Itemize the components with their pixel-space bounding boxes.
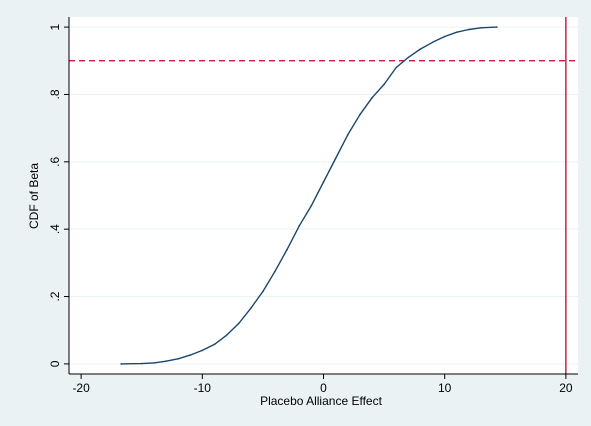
cdf-point	[371, 97, 373, 99]
cdf-point	[480, 26, 482, 29]
cdf-point	[177, 358, 179, 360]
cdf-point	[456, 31, 458, 33]
y-axis-title: CDF of Beta	[27, 163, 41, 229]
cdf-point	[165, 360, 167, 363]
reference-lines	[69, 17, 578, 374]
cdf-point	[153, 362, 155, 364]
cdf-point	[274, 270, 276, 273]
y-tick-label: 1	[48, 23, 62, 30]
x-tick-label: -20	[72, 381, 90, 395]
cdf-point	[310, 204, 313, 207]
cdf-point	[201, 349, 204, 352]
cdf-point	[468, 28, 470, 31]
plot-region	[69, 17, 578, 374]
cdf-point	[443, 35, 446, 38]
y-tick-label: .2	[48, 291, 62, 301]
cdf-point	[140, 362, 143, 365]
y-tick-label: .6	[48, 156, 62, 166]
cdf-point	[262, 290, 264, 293]
cdf-point	[359, 113, 361, 116]
cdf-point	[346, 134, 349, 136]
x-tick-label: -10	[194, 381, 212, 395]
ticks: 0 .2 .4 .6 .8 1 -20 -10 0 10 20	[48, 23, 573, 395]
cdf-point	[496, 26, 498, 28]
cdf-point	[383, 83, 385, 86]
cdf-point	[249, 307, 252, 310]
cdf-point	[334, 157, 337, 160]
cdf-point	[419, 48, 422, 50]
cdf-point	[225, 334, 228, 337]
y-tick-label: .4	[48, 224, 62, 234]
cdf-point	[189, 354, 191, 356]
y-tick-label: .8	[48, 89, 62, 99]
cdf-point	[322, 181, 325, 183]
cdf-point	[237, 322, 240, 325]
x-tick-label: 10	[438, 381, 452, 395]
cdf-point	[213, 343, 216, 346]
cdf-point	[298, 225, 301, 227]
cdf-point	[407, 56, 410, 59]
cdf-point	[286, 248, 288, 251]
x-tick-label: 20	[559, 381, 573, 395]
y-tick-label: 0	[48, 360, 62, 367]
x-axis-title: Placebo Alliance Effect	[260, 394, 383, 408]
cdf-point	[431, 41, 434, 44]
x-tick-label: 0	[320, 381, 327, 395]
series-layer	[120, 26, 498, 365]
cdf-point	[395, 66, 398, 69]
cdf-point	[120, 363, 122, 365]
